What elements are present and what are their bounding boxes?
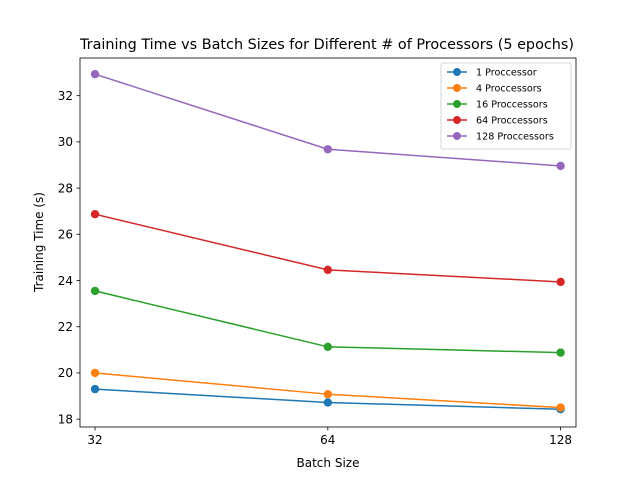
series-group: [90, 286, 565, 357]
y-tick-label: 28: [58, 181, 73, 195]
series-group: [90, 69, 565, 171]
data-point: [323, 145, 333, 154]
y-tick-label: 30: [58, 135, 73, 149]
data-point: [323, 342, 333, 352]
y-tick-label: 18: [58, 412, 73, 426]
legend-label: 16 Proccessors: [476, 100, 548, 111]
legend-marker: [453, 68, 461, 76]
legend-label: 4 Proccessors: [476, 84, 542, 95]
legend-item: 128 Proccessors: [447, 132, 554, 143]
legend: 1 Proccessor 4 Proccessors 16 Proccessors 6…: [440, 62, 572, 150]
data-point: [90, 286, 100, 296]
chart-title: Training Time vs Batch Sizes for Differe…: [79, 37, 574, 53]
legend-item: 16 Proccessors: [447, 100, 548, 111]
x-tick-label: 32: [87, 433, 102, 447]
data-point: [90, 69, 100, 79]
legend-marker: [453, 132, 461, 140]
legend-marker: [453, 116, 461, 124]
data-point: [556, 161, 565, 171]
x-axis-label: Batch Size: [297, 456, 360, 470]
legend-item: 1 Proccessor: [447, 68, 537, 79]
x-tick-label: 64: [320, 433, 335, 447]
y-axis-label: Training Time (s): [32, 192, 46, 293]
series-group: [90, 210, 565, 287]
data-point: [90, 368, 100, 378]
legend-item: 64 Proccessors: [447, 116, 548, 127]
legend-label: 128 Proccessors: [476, 132, 554, 143]
legend-marker: [453, 100, 461, 108]
data-point: [556, 348, 565, 357]
legend-label: 64 Proccessors: [476, 116, 548, 127]
legend-box: [440, 62, 572, 150]
data-point: [323, 389, 333, 399]
data-point: [323, 398, 333, 407]
legend-item: 4 Proccessors: [447, 84, 542, 95]
data-point: [90, 210, 100, 219]
y-tick-label: 22: [58, 320, 73, 334]
y-tick-label: 20: [58, 366, 73, 380]
plot-area: 32 64 128 18 20 22 24 26 28 30 32 1 Proccessor 4 Pro…: [58, 57, 577, 447]
legend-marker: [453, 84, 461, 92]
data-point: [323, 265, 333, 275]
series-group: [90, 384, 565, 414]
data-point: [556, 277, 565, 287]
legend-label: 1 Proccessor: [476, 68, 537, 79]
series-group: [90, 368, 565, 412]
data-point: [90, 384, 100, 394]
data-point: [556, 403, 565, 412]
x-tick-label: 128: [549, 433, 572, 447]
y-tick-label: 32: [58, 89, 73, 103]
y-tick-label: 24: [58, 274, 73, 288]
y-tick-label: 26: [58, 228, 73, 242]
